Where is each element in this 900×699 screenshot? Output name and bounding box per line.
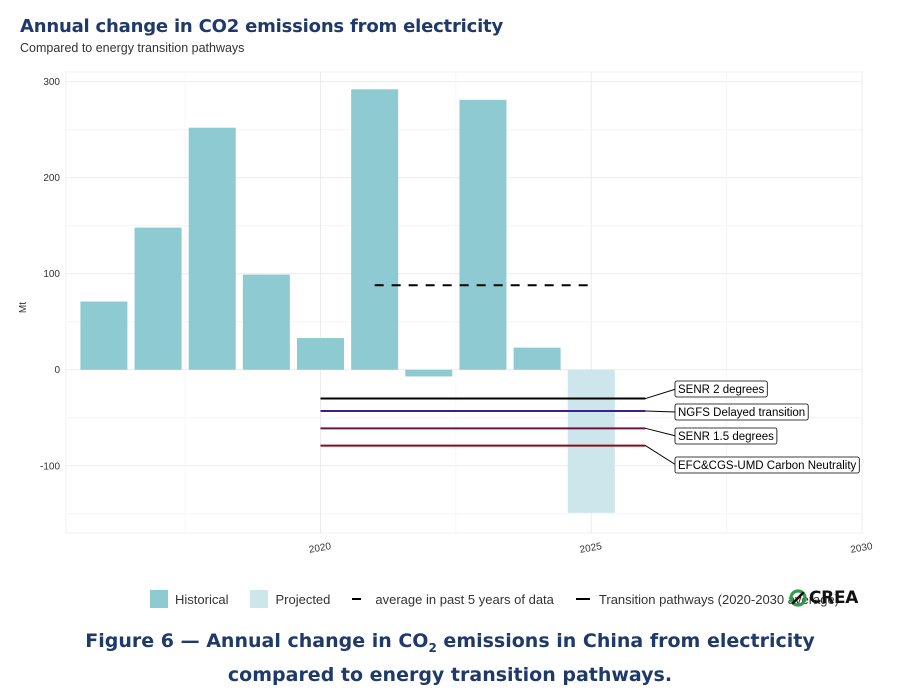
crea-wordmark: CREA (809, 588, 859, 608)
pathway-label-box-3 (674, 456, 860, 474)
bar-projected-2025 (567, 369, 615, 513)
bar-historical-2023 (459, 99, 507, 370)
y-tick-label: 200 (43, 173, 60, 184)
pathway-leader-1 (645, 410, 677, 413)
legend-swatch-average (352, 598, 362, 600)
legend-item-average: average in past 5 years of data (352, 592, 554, 607)
legend: Historical Projected average in past 5 y… (150, 589, 861, 609)
pathway-leader-2 (645, 427, 677, 437)
legend-swatch-pathways (575, 597, 590, 601)
caption-line-1: Figure 6 — Annual change in CO2 emission… (85, 630, 815, 655)
legend-item-projected: Projected (250, 590, 330, 608)
y-tick-label: 100 (43, 269, 60, 280)
pathway-label-0: SENR 2 degrees (678, 384, 765, 396)
legend-item-pathways: Transition pathways (2020-2030 average) (575, 591, 840, 607)
pathway-label-3: EFC&CGS-UMD Carbon Neutrality (678, 460, 857, 472)
y-tick-label: 300 (43, 77, 60, 88)
bar-historical-2020 (297, 338, 345, 370)
pathway-label-1: NGFS Delayed transition (678, 407, 805, 419)
chart-subtitle: Compared to energy transition pathways (20, 41, 245, 55)
bar-historical-2022 (405, 369, 453, 377)
bar-historical-2017 (134, 227, 182, 370)
chart-title: Annual change in CO2 emissions from elec… (20, 16, 503, 37)
crea-leaf-icon (789, 589, 807, 607)
bar-historical-2021 (351, 89, 399, 370)
bar-historical-2018 (188, 127, 236, 370)
pathway-label-box-2 (674, 427, 778, 445)
x-tick-label: 2020 (308, 541, 332, 556)
legend-swatch-projected (250, 590, 269, 608)
legend-label-historical: Historical (175, 591, 229, 607)
pathway-label-box-0 (674, 380, 768, 398)
legend-label-average: average in past 5 years of data (375, 591, 554, 607)
pathway-label-box-1 (674, 403, 809, 421)
legend-label-projected: Projected (275, 591, 331, 607)
legend-item-historical: Historical (150, 590, 228, 608)
y-tick-label: -100 (40, 461, 60, 472)
crea-logo: CREA (789, 588, 858, 608)
y-axis-label: Mt (18, 302, 29, 313)
bar-historical-2024 (513, 347, 561, 370)
bar-historical-2016 (80, 301, 128, 370)
pathway-label-2: SENR 1.5 degrees (678, 431, 774, 443)
pathway-leader-0 (645, 388, 677, 400)
x-tick-label: 2030 (850, 541, 874, 556)
bar-historical-2019 (242, 274, 290, 370)
figure-caption: Figure 6 — Annual change in CO2 emission… (0, 628, 900, 689)
legend-swatch-historical (150, 590, 168, 608)
pathway-leader-3 (645, 445, 677, 466)
caption-line-2: compared to energy transition pathways. (227, 663, 673, 686)
y-tick-label: 0 (54, 365, 60, 376)
x-tick-label: 2025 (579, 541, 603, 556)
legend-label-pathways: Transition pathways (2020-2030 average) (598, 591, 840, 607)
chart-plot: 300 200 100 0 -100 2020 2025 2030 Mt SENR 2 degre… (18, 71, 874, 556)
